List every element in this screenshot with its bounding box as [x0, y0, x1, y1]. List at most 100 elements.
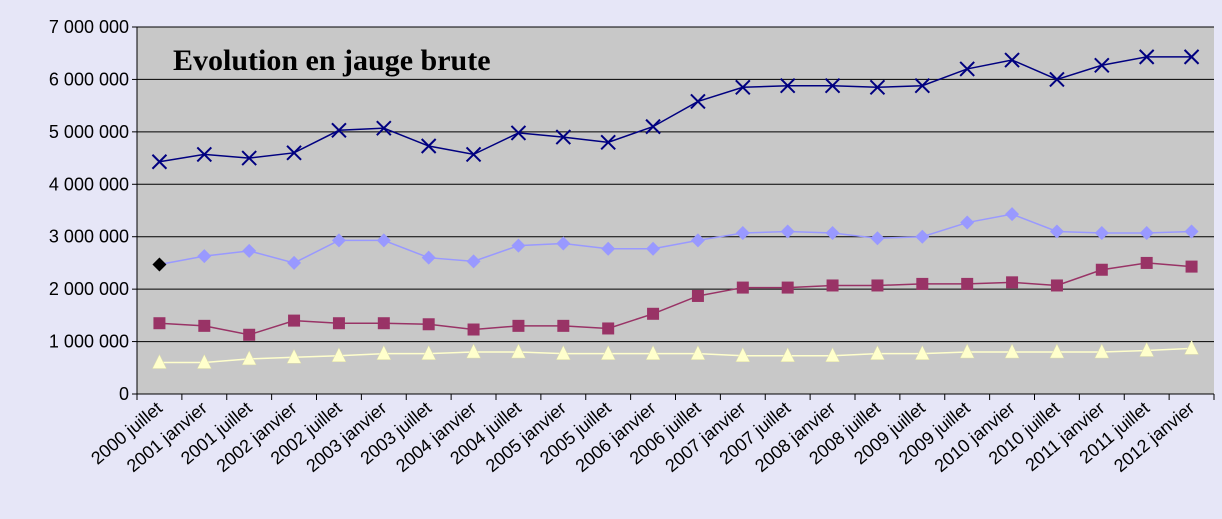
- marker: [465, 146, 482, 163]
- marker: [914, 78, 931, 94]
- marker: [870, 231, 885, 246]
- marker: [555, 345, 571, 360]
- series-line: [159, 213, 1192, 266]
- marker: [869, 79, 886, 96]
- marker: [959, 343, 975, 359]
- marker: [376, 120, 392, 136]
- marker: [1049, 343, 1065, 359]
- marker: [871, 279, 884, 292]
- marker: [916, 277, 929, 290]
- marker: [153, 317, 166, 330]
- marker: [556, 236, 571, 251]
- marker: [1095, 263, 1108, 276]
- marker: [959, 61, 975, 77]
- marker: [557, 319, 570, 332]
- marker: [647, 307, 660, 320]
- y-tick-label: 1 000 000: [49, 332, 129, 352]
- marker: [1049, 71, 1065, 88]
- marker: [961, 277, 974, 290]
- marker: [1006, 276, 1019, 289]
- marker: [1140, 256, 1153, 269]
- marker: [1183, 49, 1200, 65]
- marker: [421, 345, 437, 360]
- marker: [286, 348, 302, 364]
- marker: [288, 314, 301, 327]
- y-tick-label: 2 000 000: [49, 279, 129, 299]
- y-tick-label: 6 000 000: [49, 69, 129, 89]
- marker: [1049, 224, 1064, 239]
- marker: [467, 323, 480, 336]
- chart-title: Evolution en jauge brute: [173, 44, 491, 77]
- marker: [376, 345, 392, 360]
- marker: [691, 289, 704, 302]
- y-tick-label: 3 000 000: [49, 227, 129, 247]
- marker: [601, 241, 616, 256]
- marker: [510, 125, 527, 141]
- marker: [690, 93, 706, 110]
- marker: [331, 233, 346, 248]
- marker: [331, 347, 347, 362]
- y-tick-label: 5 000 000: [49, 122, 129, 142]
- marker: [151, 154, 168, 170]
- marker: [1138, 49, 1155, 65]
- marker: [645, 345, 661, 360]
- marker: [915, 229, 930, 244]
- marker: [555, 129, 572, 145]
- marker: [331, 122, 347, 138]
- marker: [196, 146, 213, 163]
- marker: [600, 345, 616, 360]
- marker: [735, 226, 750, 241]
- y-tick-label: 4 000 000: [49, 174, 129, 194]
- marker: [242, 243, 257, 258]
- marker: [1005, 207, 1020, 222]
- marker: [646, 241, 661, 256]
- marker: [602, 322, 615, 335]
- y-tick-label: 0: [119, 384, 129, 404]
- marker: [243, 328, 256, 341]
- marker: [1094, 343, 1110, 359]
- marker: [512, 319, 525, 332]
- marker: [152, 257, 167, 272]
- marker: [241, 350, 257, 366]
- marker: [377, 317, 390, 330]
- marker: [466, 254, 481, 269]
- marker: [241, 150, 257, 166]
- marker: [914, 345, 930, 360]
- marker: [1185, 260, 1198, 273]
- marker: [736, 281, 749, 294]
- marker: [376, 233, 391, 248]
- series-line: [159, 347, 1192, 364]
- marker: [781, 281, 794, 294]
- marker: [422, 318, 435, 331]
- marker: [735, 347, 751, 362]
- marker: [645, 118, 661, 135]
- y-tick-label: 7 000 000: [49, 17, 129, 37]
- marker: [1184, 224, 1199, 239]
- marker: [600, 134, 616, 151]
- series-line: [159, 262, 1192, 336]
- marker: [960, 215, 975, 230]
- marker: [421, 250, 436, 265]
- marker: [196, 353, 212, 369]
- marker: [690, 233, 705, 248]
- marker: [511, 238, 526, 253]
- marker: [286, 145, 302, 161]
- marker: [1004, 52, 1020, 68]
- marker: [735, 79, 751, 96]
- marker: [780, 347, 796, 362]
- marker: [198, 319, 211, 332]
- marker: [197, 249, 212, 264]
- marker: [824, 78, 841, 94]
- marker: [332, 317, 345, 330]
- marker: [511, 343, 526, 359]
- marker: [1139, 226, 1154, 241]
- marker: [825, 347, 840, 362]
- plot-area: [137, 27, 1214, 394]
- marker: [1004, 343, 1020, 359]
- marker: [152, 353, 167, 369]
- marker: [780, 224, 795, 239]
- marker: [826, 279, 839, 292]
- marker: [870, 345, 885, 360]
- marker: [1050, 279, 1063, 292]
